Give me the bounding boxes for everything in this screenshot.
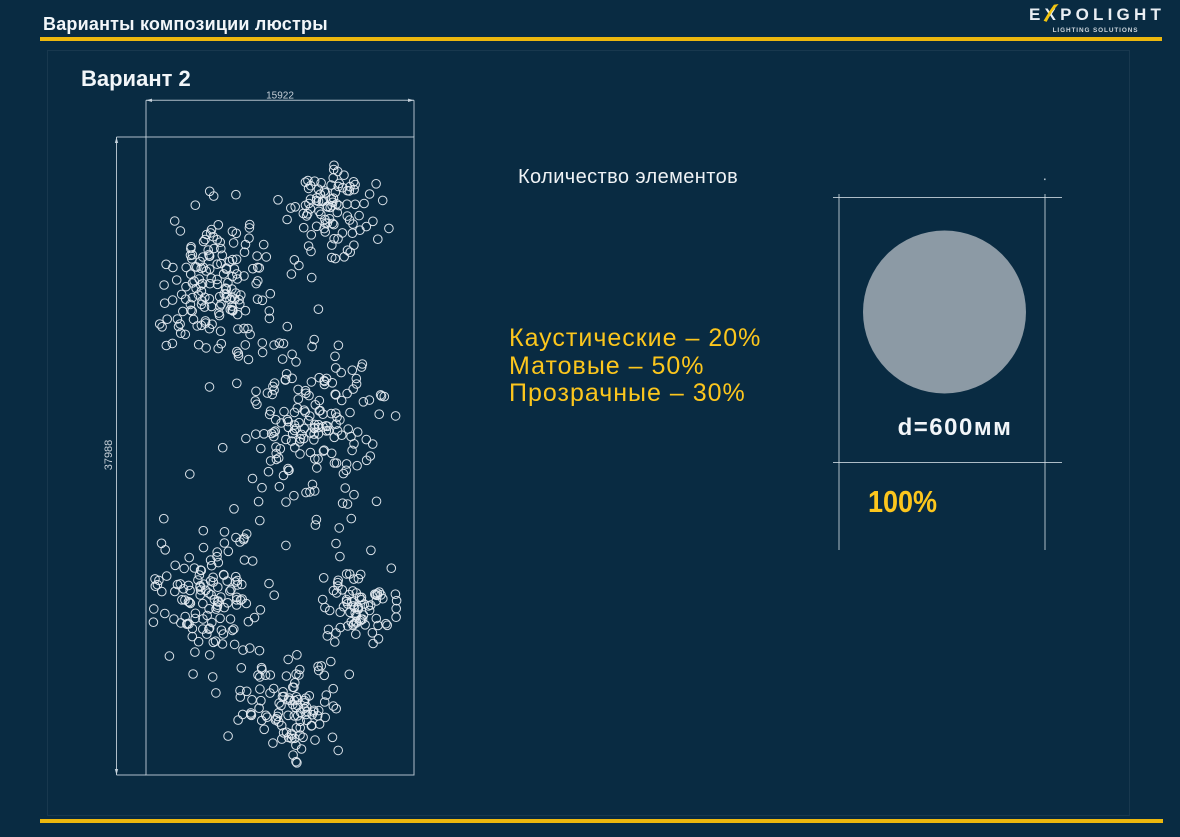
svg-text:15922: 15922: [266, 91, 294, 102]
svg-text:37988: 37988: [103, 440, 115, 471]
